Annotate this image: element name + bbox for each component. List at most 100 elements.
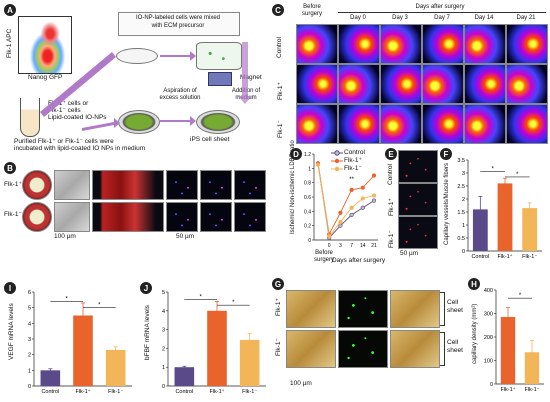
chart-h-bar-1 xyxy=(524,352,540,384)
g-merge-flk-pos xyxy=(390,290,440,328)
chart-h: 0 100 200 300 400 Flk-1⁺ Flk-1⁻ * xyxy=(484,288,544,393)
chart-j-ytick-label-4: 4 xyxy=(162,309,165,315)
chart-j-ytick-label-5: 5 xyxy=(162,290,165,296)
c-before-1: Before xyxy=(303,4,321,10)
panel-label-e: E xyxy=(385,148,397,160)
g-cell-1a: Cell xyxy=(447,299,459,306)
chart-i-xtick-label-0: Control xyxy=(41,389,59,395)
b-fl2-flk-neg xyxy=(200,202,232,232)
arrow-tube-to-dish xyxy=(40,52,116,117)
legend-io-nps: Lipid-coated IO-NPs xyxy=(48,114,107,121)
c-heat-r2-c2 xyxy=(380,104,422,144)
c-row-flk-pos: Flk-1⁺ xyxy=(277,82,284,100)
j-ylabel: bFBF mRNA levels xyxy=(144,305,151,360)
chart-i-xtick-label-2: Flk-1⁻ xyxy=(108,389,123,395)
test-tube xyxy=(20,98,40,137)
c-header-line xyxy=(338,12,546,13)
chart-d-ytick-label-6: 1.2 xyxy=(304,152,311,158)
g-cell-2a: Cell xyxy=(447,339,459,346)
chart-h-bar-0 xyxy=(500,317,516,384)
c-heat-r1-c3 xyxy=(422,64,464,104)
chart-d-sig: ** xyxy=(349,177,354,183)
chart-h-ytick-label-2: 200 xyxy=(484,335,493,341)
b-scale-100: 100 µm xyxy=(54,233,76,240)
d-before-2: surgery xyxy=(313,257,334,263)
chart-i-ytick-label-6: 6 xyxy=(28,290,31,296)
e-row-flk-neg: Flk-1⁻ xyxy=(388,230,395,248)
chart-f-sig-0: * xyxy=(491,167,494,173)
chart-f-ytick-label-5: 2.5 xyxy=(457,184,465,190)
arrow-aspirate-to-sheet xyxy=(160,116,196,126)
caption-line-1: Purified Flk-1⁺ or Flk-1⁻ cells were xyxy=(14,138,114,145)
chart-d-point-2-0 xyxy=(315,162,321,167)
chart-f-xtick-label-0: Control xyxy=(471,254,489,260)
chart-d-xtick-label-5: 21 xyxy=(371,243,377,249)
g-row-flk-pos: Flk-1⁺ xyxy=(275,298,282,316)
b-fl3-flk-pos xyxy=(234,170,266,200)
c-heat-r1-c4 xyxy=(464,64,506,104)
b-row-flk-neg: Flk-1⁻ xyxy=(4,211,22,218)
b-fl1-flk-pos xyxy=(166,170,198,200)
chart-f-bar-0 xyxy=(472,209,488,251)
chart-d-point-0-5 xyxy=(371,198,377,203)
c-row-flk-neg: Flk-1⁻ xyxy=(277,120,284,138)
aspiration-line-2: excess solution xyxy=(159,95,201,101)
b-bright-flk-pos xyxy=(54,170,90,200)
chart-d-xtick-label-3: 7 xyxy=(350,243,353,249)
chart-f-ytick-label-7: 3.5 xyxy=(457,158,465,164)
panel-label-h: H xyxy=(468,278,480,290)
chart-i-bar-2 xyxy=(105,349,126,386)
g-scale: 100 µm xyxy=(290,380,312,387)
chart-f-ytick-label-0: 0 xyxy=(462,249,465,255)
chart-j-sig-1: * xyxy=(232,300,235,306)
chart-i-sig-0: * xyxy=(65,296,68,302)
chart-h-ytick-label-3: 300 xyxy=(484,312,493,318)
panel-label-f: F xyxy=(440,148,452,160)
dish-aspirated xyxy=(118,110,160,134)
chart-d-xtick-label-2: 3 xyxy=(339,243,342,249)
chart-i: 0 1 2 3 4 5 6 Control Flk-1⁺ Flk-1⁻ * * xyxy=(28,290,132,395)
c-before-2: surgery xyxy=(301,11,322,17)
facs-plot xyxy=(18,16,72,74)
c-day-14: Day 14 xyxy=(474,15,494,21)
facs-x-label: Nanog GFP xyxy=(28,74,63,81)
chart-d-point-1-2 xyxy=(338,210,343,215)
chart-f-ytick-label-1: 0.5 xyxy=(457,236,465,242)
chart-i-ytick-label-0: 0 xyxy=(28,384,31,390)
g-bright-flk-pos xyxy=(286,290,336,328)
c-heat-r0-c3 xyxy=(422,24,464,64)
sheet-label: iPS cell sheet xyxy=(190,136,230,143)
chart-f-xtick-label-2: Flk-1⁻ xyxy=(522,254,537,260)
b-fl1-flk-neg xyxy=(166,202,198,232)
e-image-control xyxy=(398,150,438,183)
i-ylabel: VEGF mRNA levels xyxy=(8,303,15,360)
c-day-7: Day 7 xyxy=(434,15,450,21)
chart-h-xtick-label-0: Flk-1⁺ xyxy=(500,386,515,393)
arrow-dish-to-magnet xyxy=(160,51,196,61)
chart-d-ytick-label-0: 0 xyxy=(308,238,311,244)
legend-flk-pos: Flk-1⁺ cells or xyxy=(48,100,89,107)
chart-f-sig-1: * xyxy=(516,172,519,178)
chart-j-ytick-label-1: 1 xyxy=(162,365,165,371)
c-heat-r0-c5 xyxy=(506,24,548,64)
chart-d-point-2-1 xyxy=(327,234,332,239)
chart-d-ytick-label-4: 0.8 xyxy=(304,181,311,187)
mix-box-line-1: IO-NP-labeled cells were mixed xyxy=(135,15,221,21)
c-heat-r0-c0 xyxy=(296,24,338,64)
chart-d-ytick-label-3: 0.6 xyxy=(304,195,311,201)
chart-f: 0 0.5 1 1.5 2 2.5 3 3.5 Control Flk-1⁺ Flk-1⁻ * * xyxy=(457,158,542,260)
dish-empty xyxy=(116,48,158,64)
chart-d-ytick-label-2: 0.4 xyxy=(304,209,311,215)
chart-i-ytick-label-3: 3 xyxy=(28,337,31,343)
chart-f-ytick-label-3: 1.5 xyxy=(457,210,465,216)
h-ylabel: capillary density (mm²) xyxy=(472,303,478,364)
c-heat-r1-c5 xyxy=(506,64,548,104)
chart-i-ytick-label-2: 2 xyxy=(28,353,31,359)
chart-d-point-1-4 xyxy=(360,185,365,190)
chart-d-point-2-2 xyxy=(338,219,343,225)
chart-d-point-1-5 xyxy=(371,173,377,178)
e-row-flk-pos: Flk-1⁺ xyxy=(388,198,395,216)
mix-box-line-2: with ECM precursor xyxy=(151,23,205,29)
c-heat-r0-c1 xyxy=(338,24,380,64)
b-row-flk-pos: Flk-1⁺ xyxy=(4,181,22,188)
